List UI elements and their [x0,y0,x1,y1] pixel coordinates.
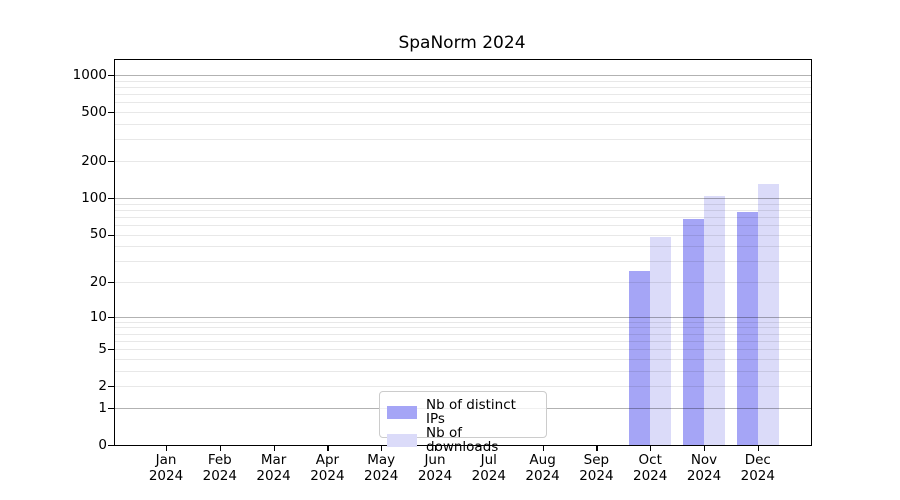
gridline-60 [115,224,811,226]
x-tick-label-nov: Nov 2024 [686,452,722,484]
y-tick-20 [108,282,114,284]
y-tick-1000 [108,75,114,77]
bar-downloads-dec [757,184,779,445]
x-tick-label-jan: Jan 2024 [148,452,184,484]
gridline-100 [115,197,811,199]
gridline-90 [115,203,811,205]
x-tick-oct [650,445,652,451]
y-tick-label-200: 200 [81,153,107,170]
x-tick-dec [757,445,760,451]
y-tick-50 [108,234,114,236]
legend-swatch-distinct-ips [387,405,417,419]
bar-downloads-oct [650,236,672,445]
y-tick-100 [108,197,114,200]
x-tick-label-apr: Apr 2024 [310,452,345,484]
x-tick-label-dec: Dec 2024 [740,452,775,484]
x-tick-label-oct: Oct 2024 [633,452,668,484]
bar-downloads-nov [704,195,725,445]
legend-label-distinct-ips: Nb of distinct IPs [426,397,516,427]
legend-row-distinct-ips: Nb of distinct IPs [387,398,537,426]
x-tick-mar [273,445,275,451]
gridline-300 [115,139,811,141]
gridline-6 [115,340,811,342]
legend: Nb of distinct IPs Nb of downloads [379,391,547,454]
gridline-3 [115,370,811,372]
y-tick-label-0: 0 [98,437,107,453]
x-tick-label-jul: Jul 2024 [471,452,506,484]
bar-distinct-ips-dec [736,211,758,445]
x-tick-label-mar: Mar 2024 [256,452,291,484]
gridline-900 [115,80,811,82]
legend-swatch-downloads [387,433,417,447]
gridline-7 [115,333,811,335]
gridline-50 [115,234,811,236]
y-tick-label-500: 500 [81,104,107,121]
chart-title: SpaNorm 2024 [398,33,526,53]
x-tick-label-may: May 2024 [364,452,399,484]
gridline-800 [115,87,811,88]
x-tick-sep [596,445,598,451]
x-tick-jul [488,445,491,451]
y-tick-10 [108,316,114,318]
gridline-70 [115,216,811,218]
x-tick-label-feb: Feb 2024 [202,452,237,484]
gridline-1000 [115,75,811,76]
y-tick-label-1000: 1000 [72,67,107,84]
bar-distinct-ips-nov [683,219,704,445]
gridline-80 [115,209,811,211]
x-tick-feb [219,445,222,451]
y-tick-5 [108,349,114,351]
bar-distinct-ips-oct [629,270,651,445]
y-tick-2 [108,386,114,388]
gridline-600 [115,102,811,104]
gridline-30 [115,261,811,263]
gridline-9 [115,321,811,323]
gridline-8 [115,327,811,329]
y-tick-500 [108,112,114,114]
y-tick-label-50: 50 [89,226,107,243]
x-tick-jun [435,445,437,451]
y-tick-label-100: 100 [81,189,107,206]
x-tick-label-aug: Aug 2024 [525,452,560,484]
gridline-5 [115,349,811,351]
y-tick-200 [108,161,114,163]
gridline-200 [115,161,811,162]
gridline-4 [115,358,811,360]
gridline-40 [115,246,811,248]
gridline-700 [115,94,811,96]
y-tick-1 [108,407,114,410]
x-tick-may [381,445,383,451]
gridline-500 [115,112,811,114]
gridline-400 [115,124,811,125]
y-tick-label-10: 10 [89,308,107,325]
x-tick-jan [166,445,168,451]
y-tick-0 [108,445,114,447]
x-tick-nov [704,445,706,451]
x-tick-aug [542,445,544,451]
gridline-20 [115,282,811,283]
legend-label-downloads: Nb of downloads [426,425,499,455]
x-tick-apr [327,445,329,451]
legend-row-downloads: Nb of downloads [387,426,537,454]
gridline-10 [115,316,811,318]
y-tick-label-1: 1 [98,399,107,416]
x-tick-label-jun: Jun 2024 [417,452,453,484]
plot-area: 0 1 2 5 10 20 50 100 200 500 1000 Jan 2024 Feb 2024 M… [73,59,812,483]
x-tick-label-sep: Sep 2024 [579,452,614,484]
y-tick-label-5: 5 [98,341,107,358]
y-tick-label-20: 20 [89,273,107,290]
y-tick-label-2: 2 [98,378,107,395]
gridline-2 [115,386,811,388]
